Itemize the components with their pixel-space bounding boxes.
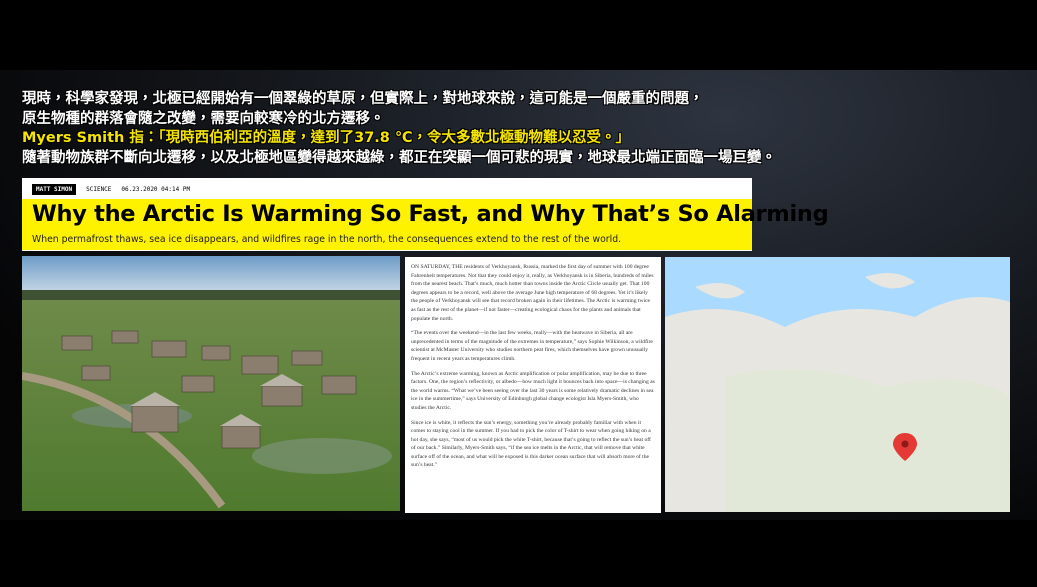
subtitle-quote: Myers Smith 指：「現時西伯利亞的溫度，達到了37.8 ℃，令大多數北… (22, 129, 1022, 149)
subtitle-line: 原生物種的群落會隨之改變，需要向較寒冷的北方遷移。 (22, 110, 1022, 130)
paragraph: ON SATURDAY, THE residents of Verkhoyans… (411, 263, 655, 323)
village-photo (22, 256, 400, 511)
paragraph: The Arctic’s extreme warming, known as A… (411, 370, 655, 413)
article-header: MATT SIMON SCIENCE 06.23.2020 04:14 PM W… (22, 178, 752, 251)
paragraph: Since ice is white, it reflects the sun’… (411, 419, 655, 471)
subtitle-line: 現時，科學家發現，北極已經開始有一個翠綠的草原，但實際上，對地球來說，這可能是一… (22, 90, 1022, 110)
byline: MATT SIMON SCIENCE 06.23.2020 04:14 PM (32, 184, 190, 195)
date: 06.23.2020 04:14 PM (121, 186, 190, 193)
article-body: ON SATURDAY, THE residents of Verkhoyans… (405, 257, 661, 513)
paragraph: “The events over the weekend—in the last… (411, 329, 655, 363)
author: MATT SIMON (32, 184, 76, 195)
article-dek: When permafrost thaws, sea ice disappear… (22, 229, 752, 250)
page: 現時，科學家發現，北極已經開始有一個翠綠的草原，但實際上，對地球來說，這可能是一… (0, 0, 1037, 587)
subtitle-line: 隨著動物族群不斷向北遷移，以及北極地區變得越來越綠，都正在突顯一個可悲的現實，地… (22, 149, 1022, 169)
article-title: Why the Arctic Is Warming So Fast, and W… (22, 199, 752, 229)
map (665, 257, 1010, 512)
section: SCIENCE (86, 186, 111, 193)
subtitles: 現時，科學家發現，北極已經開始有一個翠綠的草原，但實際上，對地球來說，這可能是一… (22, 90, 1022, 168)
